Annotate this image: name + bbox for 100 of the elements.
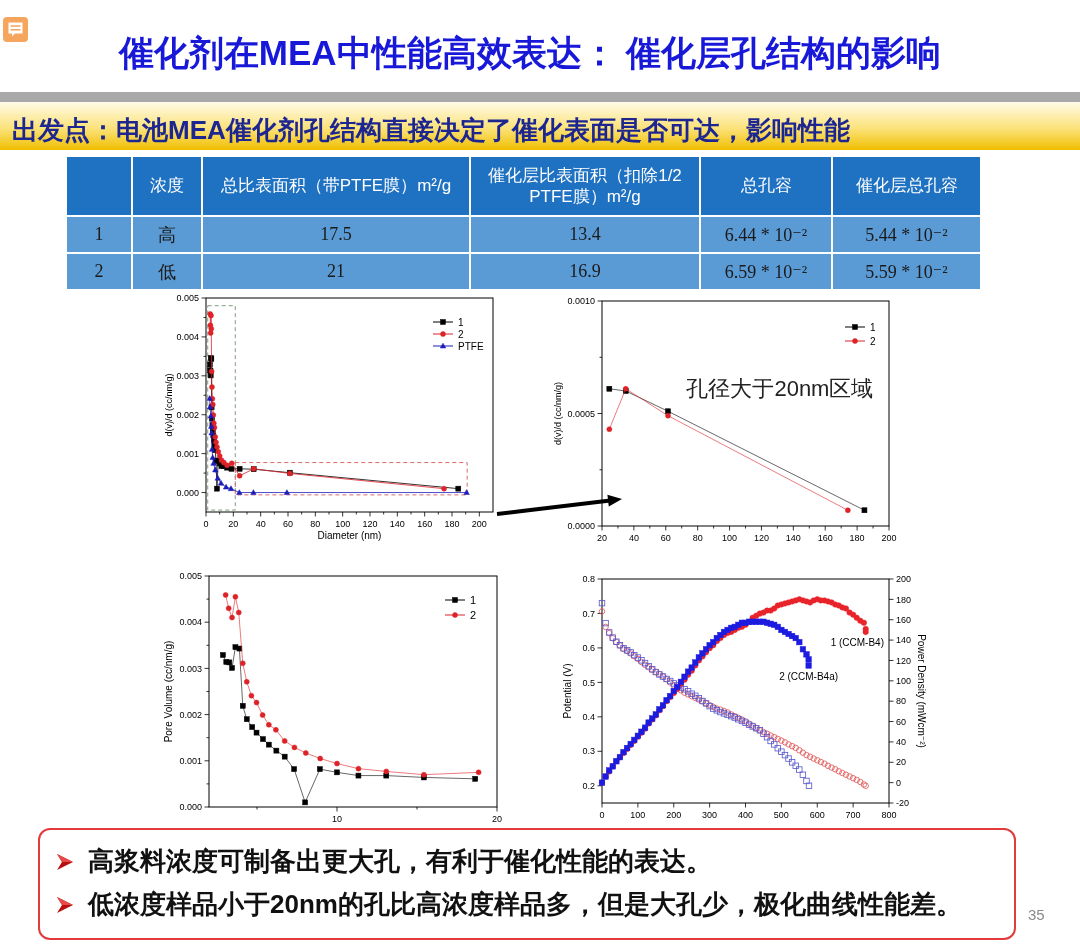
x-tick-label: 160	[817, 533, 833, 543]
y2-tick-label: 200	[896, 574, 912, 585]
text: 16.9	[569, 261, 601, 281]
legend-label: 1	[458, 316, 464, 328]
text: 催化剂在MEA中性能高效表达： 催化层孔结构的影响	[117, 32, 943, 74]
x-tick-label: 300	[702, 810, 718, 820]
y-axis-title: d(v)/d (cc/nm/g)	[553, 381, 563, 446]
x-tick-label: 80	[692, 533, 703, 543]
category-label: 催化层总孔容	[832, 156, 981, 216]
legend-label: 1	[470, 593, 477, 606]
y-tick-label: 0.002	[176, 409, 199, 420]
x-tick-label: 100	[630, 810, 646, 820]
x-tick-label: 20	[596, 533, 608, 543]
x-tick-label: 120	[362, 519, 378, 529]
y-tick-label: 0.005	[176, 293, 199, 304]
category-label: 总比表面积（带PTFE膜）m²/g	[202, 156, 470, 216]
y-tick-label: 0.000	[176, 487, 199, 498]
y-tick-label: 0.002	[179, 709, 202, 720]
y-tick-label: 0.6	[582, 643, 595, 654]
x-tick-label: 180	[849, 533, 865, 543]
y2-tick-label: 100	[896, 675, 912, 686]
text: 高	[158, 224, 176, 245]
text: 5.59 * 10⁻²	[865, 261, 948, 282]
y-tick-label: 0.004	[176, 332, 199, 343]
y2-tick-label: 60	[896, 716, 907, 727]
y-tick-label: 0.004	[179, 617, 202, 628]
x-tick-label: 40	[628, 533, 639, 543]
text: 高浆料浓度可制备出更大孔，有利于催化性能的表达。	[88, 845, 712, 878]
x-tick-label: 0	[599, 810, 605, 820]
series-label: 2 (CCM-B4a)	[779, 670, 839, 682]
y-tick-label: 0.4	[582, 712, 595, 722]
x-tick-label: 40	[255, 519, 266, 529]
x-tick-label: 20	[491, 814, 503, 824]
y2-tick-label: 180	[896, 594, 912, 605]
y-axis-title: d(v)/d (cc/nm/g)	[164, 373, 174, 437]
y-tick-label: 0.0000	[567, 521, 595, 532]
legend-label: 2	[870, 335, 876, 347]
text: 17.5	[320, 224, 352, 244]
x-tick-label: 60	[660, 533, 671, 543]
x-tick-label: 700	[845, 810, 861, 820]
text: 6.59 * 10⁻²	[724, 261, 808, 282]
x-tick-label: 100	[335, 519, 351, 529]
x-tick-label: 180	[444, 519, 460, 529]
y2-tick-label: 20	[896, 757, 907, 768]
x-tick-label: 140	[389, 519, 405, 529]
text: 13.4	[569, 224, 601, 244]
y-tick-label: 0.000	[179, 802, 202, 813]
x-tick-label: 600	[809, 810, 825, 820]
y-tick-label: 0.0005	[567, 408, 595, 419]
x-tick-label: 80	[310, 519, 321, 529]
text: 低浓度样品小于20nm的孔比高浓度样品多，但是大孔少，极化曲线性能差。	[88, 888, 962, 921]
y2-axis-title: Power Density (mWcm⁻²)	[915, 634, 927, 748]
legend-label: 2	[470, 608, 477, 621]
y2-tick-label: 0	[896, 777, 902, 788]
category-label: 总孔容	[700, 156, 832, 216]
x-axis-title: Diameter (nm)	[317, 530, 382, 541]
x-tick-label: 60	[282, 519, 294, 529]
y-tick-label: 0.003	[179, 663, 202, 674]
text: 2	[94, 261, 104, 281]
x-tick-label: 0	[203, 519, 209, 529]
text: 35	[1028, 906, 1045, 923]
category-label: 催化层比表面积（扣除1/2 PTFE膜）m²/g	[470, 156, 700, 216]
y2-tick-label: 40	[896, 737, 907, 748]
y2-tick-label: 80	[896, 696, 907, 707]
annotation: 孔径大于20nm区域	[686, 376, 874, 402]
y-axis-title: Potential (V)	[561, 663, 573, 719]
y-tick-label: 0.8	[582, 574, 595, 585]
text: 出发点：电池MEA催化剂孔结构直接决定了催化表面是否可达，影响性能	[12, 115, 850, 147]
x-tick-label: 200	[471, 519, 487, 529]
text: 5.44 * 10⁻²	[865, 224, 948, 245]
y-tick-label: 0.2	[582, 780, 595, 791]
legend-label: 2	[458, 328, 464, 340]
y-tick-label: 0.001	[176, 448, 199, 459]
x-tick-label: 10	[331, 814, 343, 824]
x-tick-label: 160	[417, 519, 433, 529]
y2-tick-label: 160	[896, 614, 912, 625]
text: 6.44 * 10⁻²	[724, 224, 808, 245]
y-tick-label: 0.003	[176, 370, 199, 381]
text: 1	[94, 224, 104, 244]
x-tick-label: 800	[881, 810, 897, 820]
y2-tick-label: 120	[896, 655, 912, 666]
text: 低	[158, 261, 176, 282]
x-tick-label: 400	[737, 810, 754, 820]
y-tick-label: 0.3	[582, 746, 595, 757]
y2-tick-label: 140	[896, 635, 912, 646]
x-tick-label: 20	[228, 519, 239, 529]
y-axis-title: Pore Volume (cc/nm/g)	[162, 640, 174, 743]
y2-tick-label: -20	[896, 798, 910, 809]
x-tick-label: 200	[881, 533, 897, 543]
legend-label: PTFE	[458, 340, 484, 352]
x-tick-label: 200	[666, 810, 682, 820]
y-tick-label: 0.001	[179, 755, 202, 766]
x-tick-label: 140	[785, 533, 801, 543]
y-tick-label: 0.0010	[567, 296, 595, 307]
x-tick-label: 120	[753, 533, 769, 543]
y-tick-label: 0.5	[582, 677, 595, 688]
x-tick-label: 500	[773, 810, 789, 820]
x-tick-label: 100	[722, 533, 738, 543]
text: 21	[327, 261, 345, 281]
legend-label: 1	[870, 321, 876, 333]
